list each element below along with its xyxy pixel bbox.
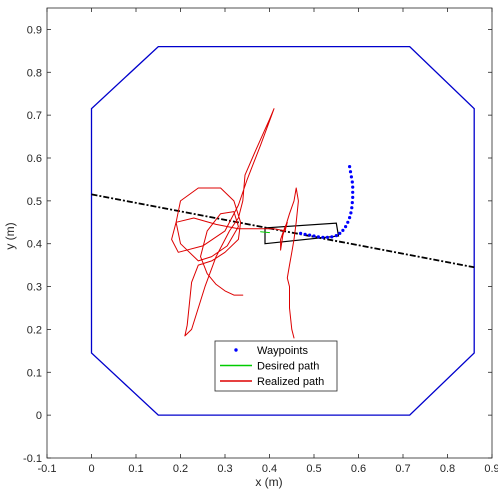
x-axis-label: x (m) xyxy=(255,475,282,489)
waypoints-point-1 xyxy=(348,170,353,174)
legend-label-waypoints: Waypoints xyxy=(257,345,308,357)
x-tick-label: 0.6 xyxy=(351,463,366,475)
realized-path-line xyxy=(171,108,299,339)
waypoints-point-5 xyxy=(351,190,355,194)
waypoints-point-0 xyxy=(348,165,352,169)
legend-label-desired-path: Desired path xyxy=(257,361,319,373)
legend-label-realized-path: Realized path xyxy=(257,376,324,388)
x-tick-label: 0.7 xyxy=(395,463,410,475)
boundary-octagon xyxy=(90,45,475,416)
y-tick-label: 0.6 xyxy=(27,153,42,165)
y-tick-label: 0 xyxy=(36,410,42,422)
x-tick-label: -0.1 xyxy=(38,463,57,475)
robot-box-outline xyxy=(264,222,340,245)
waypoints-point-6 xyxy=(351,195,355,199)
waypoints-point-2 xyxy=(349,175,353,179)
y-tick-label: 0.7 xyxy=(27,110,42,122)
x-tick-label: 0.8 xyxy=(440,463,455,475)
y-tick-label: 0.5 xyxy=(27,196,42,208)
x-tick-label: 0 xyxy=(88,463,94,475)
y-axis-label: y (m) xyxy=(3,222,17,249)
waypoints-point-3 xyxy=(350,180,354,184)
legend: Waypoints Desired path Realized path xyxy=(214,340,338,392)
waypoints-point-21 xyxy=(308,233,312,237)
waypoints-point-20 xyxy=(312,234,316,238)
y-tick-label: 0.4 xyxy=(27,239,42,251)
y-tick-labels: -0.1 0 0.1 0.2 0.3 0.4 0.5 0.6 0.7 0.8 0.9 xyxy=(23,24,42,465)
y-tick-label: 0.2 xyxy=(27,324,42,336)
waypoints-point-10 xyxy=(348,216,352,220)
waypoints-point-7 xyxy=(350,201,354,205)
waypoints-point-8 xyxy=(350,206,354,210)
desired-path-line xyxy=(260,231,270,234)
y-tick-label: -0.1 xyxy=(23,453,42,465)
x-tick-label: 0.3 xyxy=(217,463,232,475)
waypoints-point-4 xyxy=(351,185,355,189)
x-tick-labels: -0.1 0 0.1 0.2 0.3 0.4 0.5 0.6 0.7 0.8 0.9 xyxy=(38,463,498,475)
axes xyxy=(46,7,493,459)
y-tick-label: 0.3 xyxy=(27,282,42,294)
waypoints-point-17 xyxy=(325,235,329,239)
y-tick-label: 0.1 xyxy=(27,367,42,379)
waypoints-point-22 xyxy=(303,232,307,236)
waypoints-point-13 xyxy=(341,228,345,232)
series-layer xyxy=(171,108,355,339)
x-tick-label: 0.2 xyxy=(173,463,188,475)
waypoints-point-18 xyxy=(321,235,325,239)
waypoints-point-9 xyxy=(349,211,353,215)
robot-box xyxy=(264,222,340,245)
boundary-polygon xyxy=(90,45,475,416)
waypoints-point-16 xyxy=(330,235,334,239)
waypoints-point-11 xyxy=(346,220,350,224)
waypoints-point-15 xyxy=(334,234,338,238)
x-tick-label: 0.4 xyxy=(262,463,277,475)
x-tick-label: 0.9 xyxy=(484,463,498,475)
waypoints-point-14 xyxy=(338,231,342,235)
x-tick-label: 0.1 xyxy=(128,463,143,475)
waypoints-point-19 xyxy=(316,235,320,239)
waypoints-point-12 xyxy=(344,225,348,229)
y-tick-label: 0.9 xyxy=(27,24,42,36)
y-tick-label: 0.8 xyxy=(27,67,42,79)
x-tick-label: 0.5 xyxy=(306,463,321,475)
waypoints-point-23 xyxy=(299,231,303,235)
legend-swatch-waypoints xyxy=(234,348,238,352)
